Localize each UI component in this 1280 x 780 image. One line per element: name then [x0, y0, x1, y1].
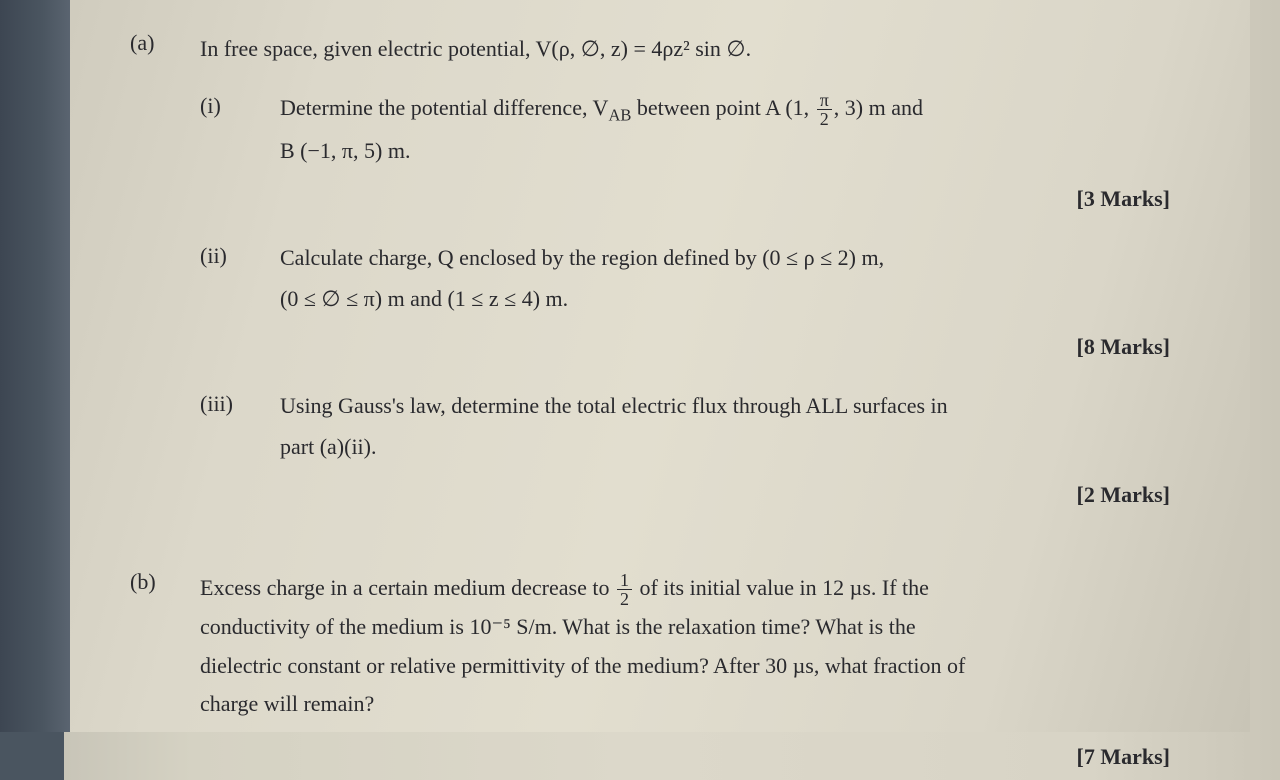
- part-b-row: (b) Excess charge in a certain medium de…: [130, 569, 1190, 780]
- sub-i-label: (i): [200, 87, 280, 173]
- sub-iii-content: Using Gauss's law, determine the total e…: [280, 385, 1190, 469]
- part-b-content: Excess charge in a certain medium decrea…: [200, 569, 1190, 780]
- fraction-pi-2: π2: [817, 91, 832, 128]
- sub-ii-row: (ii) Calculate charge, Q enclosed by the…: [200, 237, 1190, 321]
- sub-iii-row: (iii) Using Gauss's law, determine the t…: [200, 385, 1190, 469]
- fraction-1-2: 12: [617, 571, 632, 608]
- exam-page: (a) In free space, given electric potent…: [70, 0, 1250, 732]
- sub-i-content: Determine the potential difference, VAB …: [280, 87, 1190, 173]
- part-a-content: In free space, given electric potential,…: [200, 30, 1190, 519]
- part-a-label: (a): [130, 30, 200, 519]
- sub-ii-label: (ii): [200, 237, 280, 321]
- part-a-intro: In free space, given electric potential,…: [200, 30, 1190, 69]
- sub-ii-marks: [8 Marks]: [200, 328, 1190, 367]
- sub-i-marks: [3 Marks]: [200, 180, 1190, 219]
- part-b-marks: [7 Marks]: [200, 738, 1190, 777]
- sub-i-row: (i) Determine the potential difference, …: [200, 87, 1190, 173]
- sub-iii-label: (iii): [200, 385, 280, 469]
- part-b-label: (b): [130, 569, 200, 780]
- sub-ii-content: Calculate charge, Q enclosed by the regi…: [280, 237, 1190, 321]
- screen-edge: [0, 0, 70, 732]
- part-a-row: (a) In free space, given electric potent…: [130, 30, 1190, 519]
- sub-iii-marks: [2 Marks]: [200, 476, 1190, 515]
